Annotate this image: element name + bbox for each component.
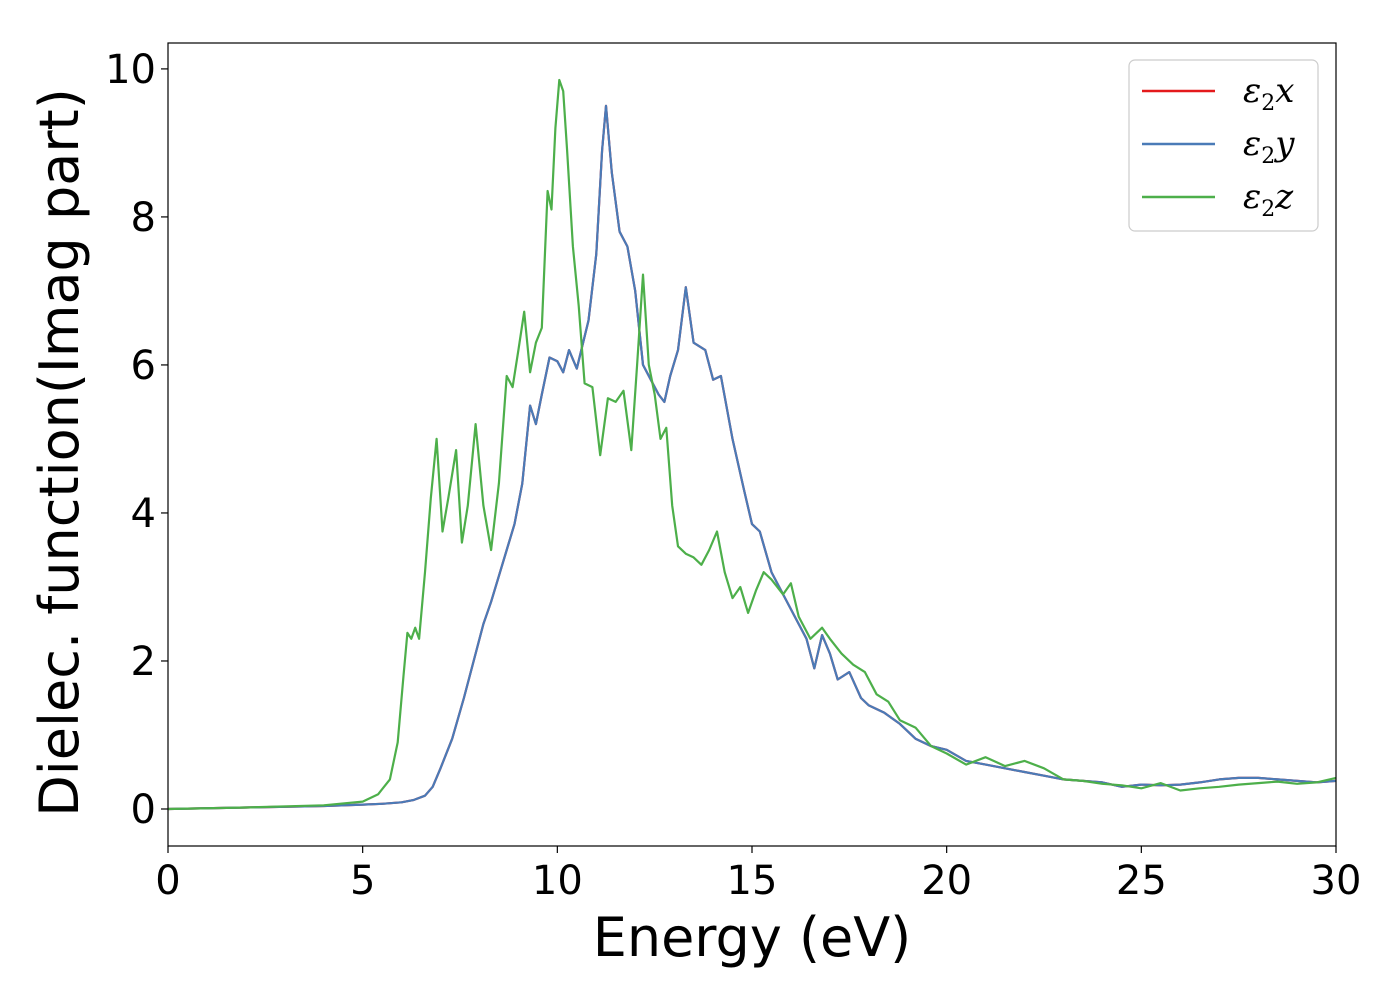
legend-label-base: ε [1243, 71, 1261, 111]
x-tick-label: 0 [155, 858, 180, 904]
legend-label-subscript: 2 [1261, 91, 1275, 116]
legend-label-tail: y [1273, 124, 1295, 164]
y-axis-label: Dielec. function(Imag part) [28, 88, 91, 817]
x-tick-label: 10 [532, 858, 583, 904]
series-lines [167, 78, 1337, 811]
legend-label: ε2y [1243, 124, 1295, 169]
legend-label-base: ε [1243, 124, 1261, 164]
x-tick-label: 30 [1311, 858, 1362, 904]
legend-label-subscript: 2 [1261, 197, 1275, 222]
x-tick-label: 15 [727, 858, 778, 904]
legend-box [1128, 59, 1319, 232]
x-tick-label: 5 [350, 858, 375, 904]
legend-label-tail: x [1275, 71, 1294, 111]
y-tick-label: 6 [131, 343, 156, 389]
legend-label: ε2x [1243, 71, 1294, 116]
x-tick-label: 20 [921, 858, 972, 904]
y-tick-label: 4 [131, 491, 156, 537]
series-line-z [167, 78, 1337, 811]
y-tick-label: 0 [131, 787, 156, 833]
legend-label: ε2z [1243, 177, 1294, 222]
x-tick-label: 25 [1116, 858, 1167, 904]
y-tick-label: 2 [131, 639, 156, 685]
legend-label-tail: z [1274, 177, 1294, 217]
axis-ticks: 0 5 10 15 20 25 30 0 2 4 6 8 10 [105, 47, 1361, 904]
legend-label-base: ε [1243, 177, 1261, 217]
x-axis-label: Energy (eV) [593, 906, 912, 969]
legend-label-subscript: 2 [1261, 144, 1275, 169]
y-tick-label: 8 [131, 195, 156, 241]
y-tick-label: 10 [105, 47, 156, 93]
plot-frame [167, 42, 1337, 847]
